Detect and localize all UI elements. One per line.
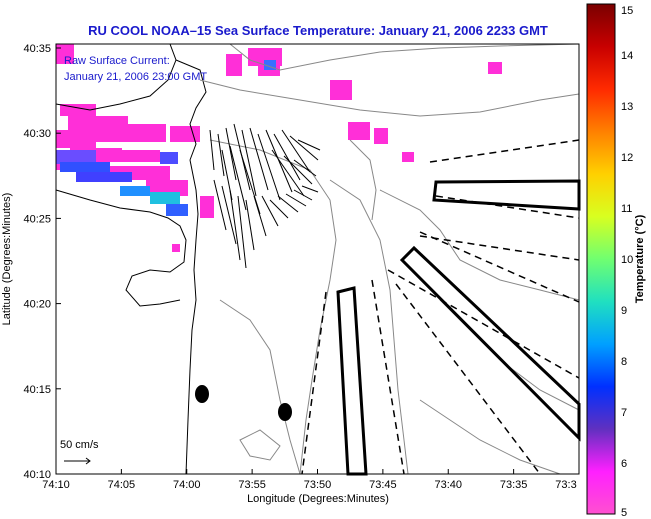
- x-tick-label: 73:3: [555, 479, 576, 491]
- x-tick-label: 74:05: [108, 479, 136, 491]
- buoy-marker: [278, 403, 292, 421]
- colorbar: 15 14 13 12 11 10 9 8 7 6 5 Temperature (°C): [586, 3, 646, 519]
- colorbar-tick-label: 11: [621, 203, 632, 215]
- colorbar-gradient: [586, 3, 616, 515]
- colorbar-tick-label: 7: [621, 407, 627, 419]
- sst-cold-patches: [56, 60, 276, 216]
- x-tick-label: 73:40: [434, 479, 462, 491]
- y-tick-label: 40:10: [23, 469, 51, 481]
- map-title: RU COOL NOAA–15 Sea Surface Temperature:…: [88, 23, 548, 38]
- current-vectors: [209, 123, 321, 269]
- colorbar-tick-label: 5: [621, 507, 627, 519]
- colorbar-tick-label: 8: [621, 356, 627, 368]
- colorbar-tick-label: 10: [621, 254, 633, 266]
- y-axis-label: Latitude (Degrees:Minutes): [1, 193, 13, 326]
- x-tick-label: 74:10: [42, 479, 70, 491]
- colorbar-label: Temperature (°C): [634, 214, 646, 303]
- colorbar-tick-label: 14: [621, 50, 633, 62]
- coastline: [55, 43, 207, 475]
- colorbar-tick-label: 13: [621, 101, 633, 113]
- colorbar-tick-label: 6: [621, 458, 627, 470]
- x-tick-label: 73:55: [238, 479, 266, 491]
- x-axis-label: Longitude (Degrees:Minutes): [247, 493, 389, 505]
- y-tick-label: 40:25: [23, 213, 51, 225]
- colorbar-tick-label: 15: [621, 5, 633, 17]
- x-tick-label: 74:00: [173, 479, 201, 491]
- buoy-marker: [195, 385, 209, 403]
- x-tick-label: 73:45: [369, 479, 397, 491]
- y-tick-label: 40:30: [23, 128, 51, 140]
- colorbar-tick-label: 12: [621, 152, 633, 164]
- y-tick-label: 40:20: [23, 299, 51, 311]
- x-axis: 74:10 74:05 74:00 73:55 73:50 73:45 73:40 73:35…: [42, 469, 580, 505]
- annotation-line-1: Raw Surface Current:: [64, 55, 170, 67]
- annotation-line-2: January 21, 2006 23:00 GMT: [64, 71, 207, 83]
- y-axis: 40:35 40:30 40:25 40:20 40:15 40:10 Latitude …: [1, 43, 61, 481]
- y-tick-label: 40:35: [23, 43, 51, 55]
- y-tick-label: 40:15: [23, 384, 51, 396]
- map-plot-area: Raw Surface Current: January 21, 2006 23…: [55, 43, 581, 476]
- x-tick-label: 73:35: [500, 479, 528, 491]
- colorbar-tick-label: 9: [621, 305, 627, 317]
- scale-label: 50 cm/s: [60, 439, 99, 451]
- x-tick-label: 73:50: [304, 479, 332, 491]
